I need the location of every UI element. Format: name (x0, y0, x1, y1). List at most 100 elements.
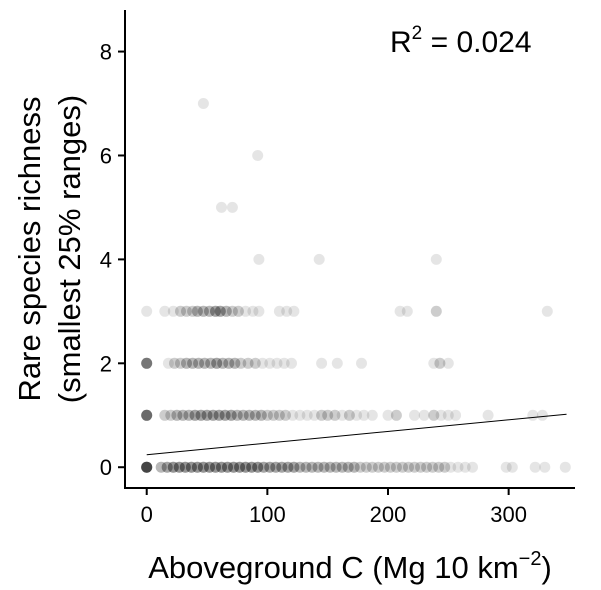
data-point (141, 461, 153, 473)
y-axis-title-line1: Rare species richness (12, 97, 47, 402)
data-point (252, 461, 264, 473)
data-point (249, 357, 261, 369)
data-point (217, 357, 229, 369)
data-point (167, 461, 179, 473)
data-point (214, 305, 226, 317)
data-point (211, 357, 223, 369)
data-point (409, 461, 420, 473)
data-point (336, 409, 348, 421)
data-point (316, 409, 328, 421)
data-point (442, 357, 454, 369)
trend-line (146, 413, 567, 456)
data-point (141, 409, 153, 421)
data-point (409, 409, 420, 421)
data-point (189, 409, 201, 421)
data-point (214, 305, 226, 317)
data-point (354, 461, 366, 473)
data-point (229, 357, 241, 369)
data-point (177, 409, 189, 421)
x-axis-title-close: ) (541, 550, 551, 585)
data-point (258, 461, 270, 473)
data-point (246, 461, 258, 473)
data-point (312, 461, 324, 473)
data-point (294, 461, 306, 473)
data-point (253, 305, 265, 317)
data-point (294, 409, 306, 421)
data-point (240, 461, 252, 473)
data-point (167, 461, 179, 473)
data-point (193, 357, 205, 369)
data-point (223, 357, 235, 369)
data-point (536, 409, 548, 421)
data-point (252, 461, 264, 473)
data-point (228, 461, 240, 473)
data-point (185, 461, 197, 473)
data-point (159, 409, 171, 421)
data-point (141, 409, 153, 421)
data-point (394, 305, 406, 317)
data-point (427, 461, 439, 473)
data-point (159, 409, 171, 421)
data-point (213, 409, 225, 421)
data-point (372, 461, 384, 473)
data-point (270, 461, 282, 473)
data-point (390, 409, 402, 421)
data-point (342, 461, 354, 473)
data-point (243, 409, 255, 421)
data-point (193, 357, 205, 369)
data-point (234, 461, 246, 473)
data-point (155, 461, 167, 473)
data-point (189, 409, 201, 421)
data-point (330, 461, 342, 473)
data-point (237, 409, 249, 421)
data-point (343, 409, 355, 421)
data-point (185, 461, 197, 473)
data-point (167, 461, 179, 473)
data-point (141, 461, 153, 473)
data-point (155, 461, 167, 473)
data-point (261, 409, 273, 421)
data-point (201, 409, 213, 421)
data-point (222, 461, 233, 473)
data-point (343, 409, 355, 421)
data-point (351, 409, 363, 421)
data-point (348, 461, 360, 473)
data-point (234, 461, 246, 473)
data-point (173, 461, 185, 473)
data-point (191, 305, 203, 317)
x-tick-label: 200 (370, 502, 407, 527)
data-point (329, 409, 341, 421)
data-point (207, 409, 219, 421)
data-point (282, 461, 294, 473)
data-point (183, 409, 195, 421)
data-point (287, 409, 299, 421)
data-point (210, 305, 221, 317)
data-point (189, 409, 201, 421)
data-point (216, 461, 227, 473)
data-point (428, 409, 440, 421)
data-point (237, 409, 249, 421)
data-point (141, 409, 153, 421)
data-point (197, 305, 209, 317)
data-point (539, 461, 551, 473)
data-point (216, 461, 227, 473)
data-point (197, 305, 209, 317)
data-point (360, 461, 372, 473)
r-squared-base: R (390, 26, 412, 59)
data-point (181, 357, 192, 369)
data-point (527, 409, 539, 421)
data-point (189, 409, 201, 421)
data-point (324, 461, 336, 473)
data-point (316, 357, 328, 369)
data-point (482, 409, 494, 421)
data-point (415, 461, 427, 473)
data-point (306, 461, 318, 473)
r-squared-sup: 2 (412, 23, 423, 44)
data-point (165, 409, 177, 421)
data-point (179, 461, 191, 473)
data-point (271, 357, 283, 369)
data-point (204, 305, 215, 317)
data-point (141, 409, 153, 421)
data-point (264, 461, 276, 473)
data-point (390, 461, 402, 473)
